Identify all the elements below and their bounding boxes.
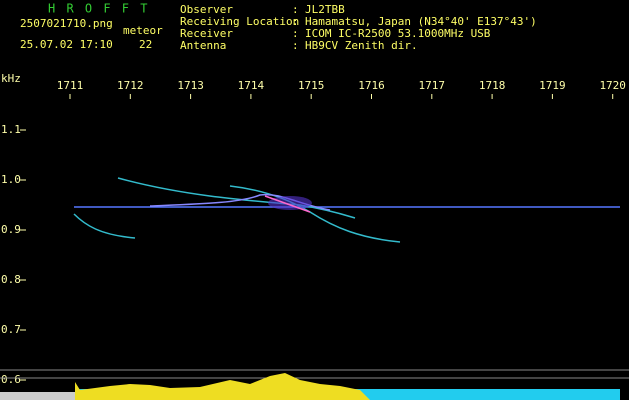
y-tick-label: 1.0 xyxy=(1,173,21,186)
field-value: Hamamatsu, Japan (N34°40' E137°43') xyxy=(305,15,537,28)
x-tick-label: 1720 xyxy=(599,79,626,92)
mode: meteor xyxy=(123,24,163,37)
x-tick-label: 1719 xyxy=(539,79,566,92)
level-histogram xyxy=(75,373,370,400)
field-value: ICOM IC-R2500 53.1000MHz USB xyxy=(305,27,491,40)
y-tick-label: 0.9 xyxy=(1,223,21,236)
x-tick-label: 1712 xyxy=(117,79,144,92)
y-tick-label: 0.7 xyxy=(1,323,21,336)
datetime: 25.07.02 17:10 xyxy=(20,38,113,51)
y-tick-label: 1.1 xyxy=(1,123,21,136)
field-value: JL2TBB xyxy=(305,3,345,16)
info-fields: Observer: JL2TBB Receiving Location: Hamama… xyxy=(180,3,537,52)
trace xyxy=(73,213,136,239)
spectrogram xyxy=(73,177,620,243)
x-axis: 1711 1712 1713 1714 1715 1716 1717 1718 1719 1720 xyxy=(57,79,626,99)
field-sep: : xyxy=(292,39,299,52)
field-label: Receiver xyxy=(180,27,233,40)
field-label: Receiving Location xyxy=(180,15,299,28)
x-tick-label: 1711 xyxy=(57,79,84,92)
field-value: HB9CV Zenith dir. xyxy=(305,39,418,52)
field-sep: : xyxy=(292,27,299,40)
x-tick-label: 1713 xyxy=(177,79,204,92)
x-tick-label: 1718 xyxy=(479,79,506,92)
trace xyxy=(264,195,311,213)
field-label: Observer xyxy=(180,3,233,16)
x-tick-label: 1715 xyxy=(298,79,325,92)
y-tick-label: 0.6 xyxy=(1,373,21,386)
x-tick-label: 1717 xyxy=(419,79,446,92)
count: 22 xyxy=(139,38,152,51)
level-base xyxy=(0,392,75,400)
y-tick-label: 0.8 xyxy=(1,273,21,286)
file-name: 2507021710.png xyxy=(20,17,113,30)
field-sep: : xyxy=(292,15,299,28)
x-tick-label: 1716 xyxy=(358,79,385,92)
field-sep: : xyxy=(292,3,299,16)
app-title: H R O F F T xyxy=(48,2,149,16)
x-tick-label: 1714 xyxy=(238,79,265,92)
y-unit: kHz xyxy=(1,72,21,85)
blob xyxy=(268,196,312,210)
field-label: Antenna xyxy=(180,39,226,52)
y-axis: kHz 1.1 1.0 0.9 0.8 0.7 0.6 xyxy=(1,72,26,386)
